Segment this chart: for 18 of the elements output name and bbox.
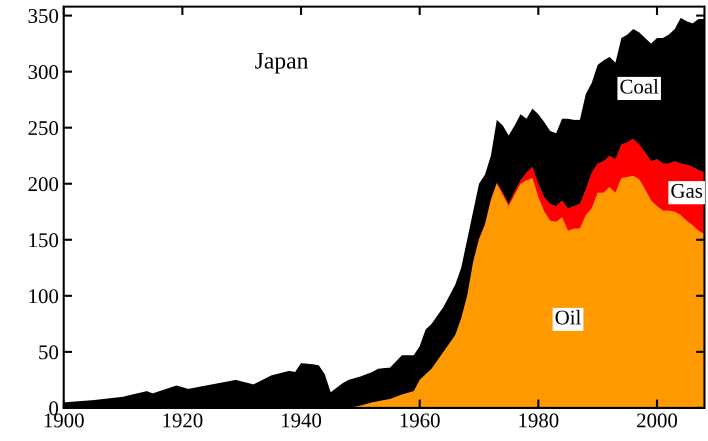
y-tick-label: 350 — [28, 8, 58, 24]
x-tick-label: 1900 — [44, 413, 84, 428]
x-tick-label: 1920 — [163, 413, 202, 428]
y-tick-label: 0 — [49, 401, 58, 416]
y-tick-label: 200 — [28, 177, 58, 192]
x-tick-label: 1980 — [519, 413, 558, 428]
series-label: Gas — [671, 184, 702, 198]
series-label: Oil — [556, 310, 581, 325]
y-tick-label: 50 — [39, 345, 58, 360]
y-tick-label: 150 — [29, 233, 58, 248]
series-label: Coal — [620, 79, 658, 94]
x-tick-label: 1940 — [282, 413, 322, 428]
y-tick-label: 100 — [29, 289, 58, 304]
y-tick-label: 300 — [28, 65, 58, 80]
x-tick-label: 1960 — [400, 413, 440, 428]
y-tick-label: 250 — [28, 121, 58, 136]
x-tick-label: 2000 — [637, 413, 678, 428]
text: Japan — [255, 53, 308, 74]
